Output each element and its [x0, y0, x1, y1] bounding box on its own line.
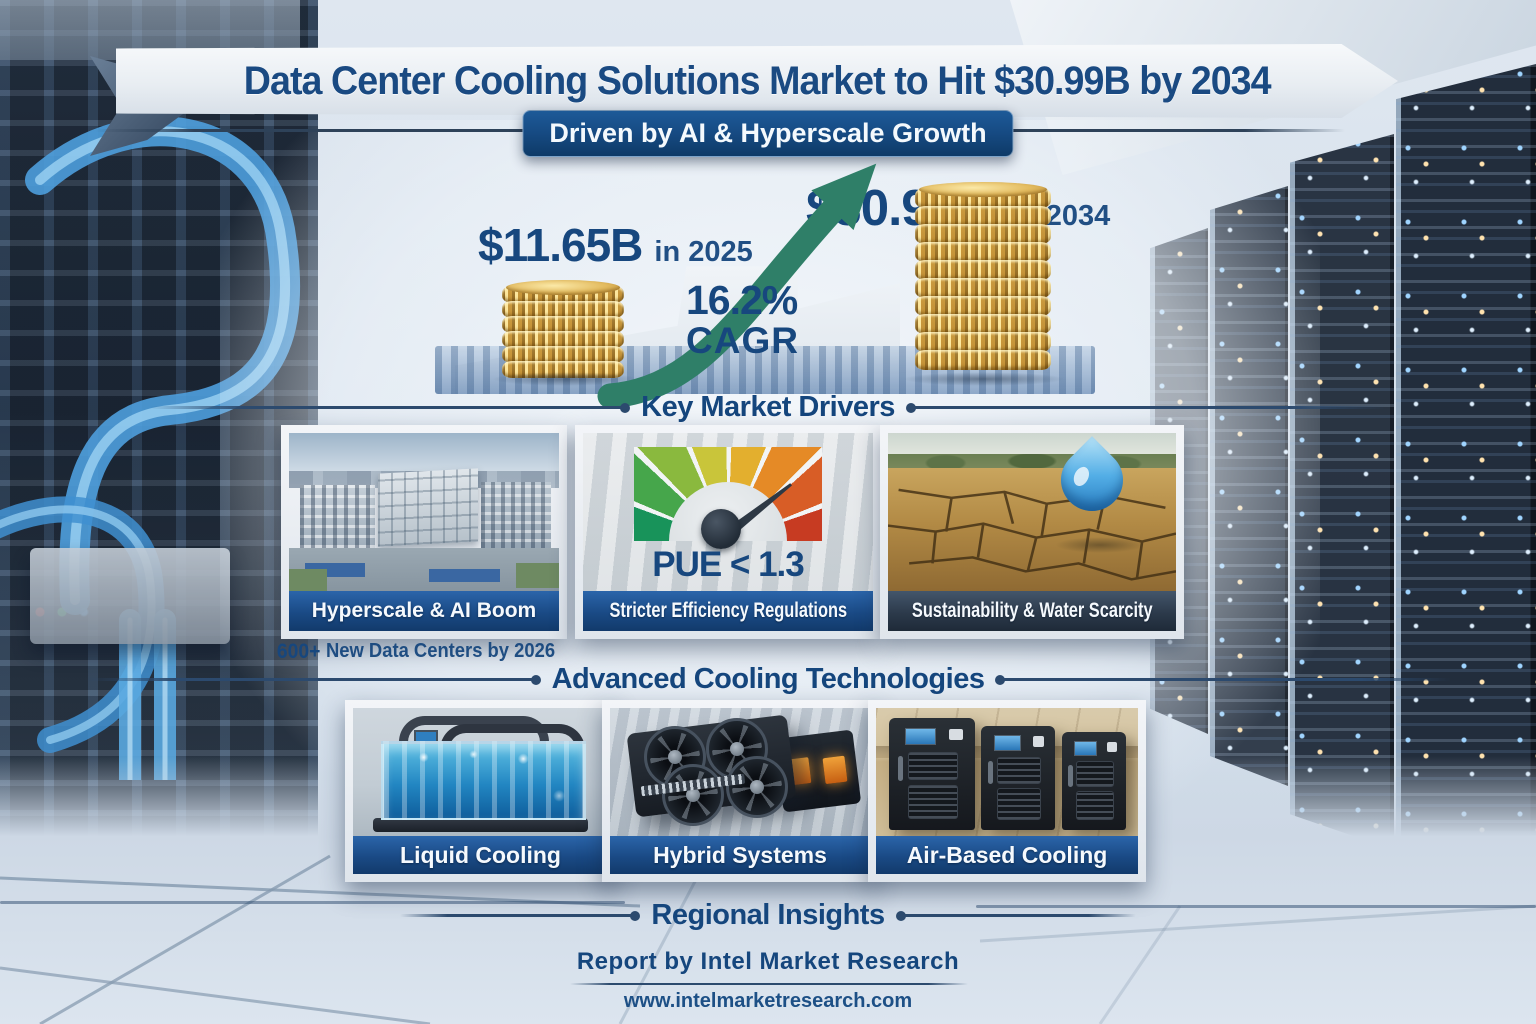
start-value: $11.65B [478, 219, 643, 271]
section-heading-drivers: Key Market Drivers [150, 391, 1387, 424]
datacenters-stat: 600+ New Data Centers by 2026 [276, 640, 556, 663]
driver-card-hyperscale: Hyperscale & AI Boom [281, 425, 567, 639]
coin-top [506, 280, 620, 295]
section-heading-technologies: Advanced Cooling Technologies [85, 663, 1452, 696]
tech-card-air: Air-Based Cooling [868, 700, 1146, 882]
growth-arrow-icon [597, 163, 877, 409]
cooling-cabinet [980, 726, 1055, 830]
tech-card-hybrid: Hybrid Systems [602, 700, 878, 882]
start-year: in 2025 [654, 236, 753, 268]
card-label-liquid: Liquid Cooling [353, 836, 608, 874]
regional-right-line [976, 905, 1536, 908]
footer-divider-line [570, 983, 968, 985]
hyperscale-campus-image [289, 433, 559, 591]
technologies-heading: Advanced Cooling Technologies [551, 663, 985, 695]
tech-card-liquid: Liquid Cooling [345, 700, 616, 882]
card-label-sustainability: Sustainability & Water Scarcity [888, 591, 1176, 631]
cooling-cabinet [1062, 732, 1127, 830]
hybrid-unit-image [610, 708, 870, 836]
fan-icon [726, 756, 788, 818]
pue-metric: PUE < 1.3 [652, 545, 805, 584]
card-label-hyperscale: Hyperscale & AI Boom [289, 591, 559, 631]
section-heading-regional: Regional Insights [0, 899, 1536, 932]
drivers-heading: Key Market Drivers [641, 391, 895, 423]
crac-units-image [876, 708, 1138, 836]
cagr-value: 16.2% [686, 277, 798, 323]
card-label-hybrid: Hybrid Systems [610, 836, 870, 874]
coin-top [919, 182, 1047, 197]
gauge-hub [701, 509, 741, 549]
cagr-label: CAGR [686, 319, 799, 361]
driver-card-regulations: PUE < 1.3 Stricter Efficiency Regulation… [575, 425, 881, 639]
title-banner: Data Center Cooling Solutions Market to … [116, 44, 1398, 118]
pue-gauge-image: PUE < 1.3 [583, 433, 873, 591]
heat-element [822, 755, 848, 785]
market-value-2025: $11.65B in 2025 [478, 218, 753, 272]
coin-stack-2034 [915, 182, 1051, 370]
coin-shadow [903, 372, 1065, 386]
fan-icon [662, 764, 724, 826]
report-credit: Report by Intel Market Research [576, 948, 960, 975]
regional-left-line [0, 901, 625, 904]
website-link[interactable]: www.intelmarketresearch.com [623, 990, 913, 1012]
regional-heading: Regional Insights [651, 899, 885, 931]
cooling-cabinet [889, 718, 976, 830]
drought-image [888, 433, 1176, 591]
card-label-air: Air-Based Cooling [876, 836, 1138, 874]
coolant-pipe [398, 716, 550, 761]
driver-card-sustainability: Sustainability & Water Scarcity [880, 425, 1184, 639]
subtitle-banner: Driven by AI & Hyperscale Growth [522, 110, 1014, 157]
page-title: Data Center Cooling Solutions Market to … [243, 58, 1272, 103]
coolant-tank [381, 741, 586, 820]
coin-stack-2025 [502, 280, 624, 378]
page-subtitle: Driven by AI & Hyperscale Growth [549, 118, 987, 148]
coin-shadow [492, 372, 638, 386]
cracked-earth-lines [888, 488, 1176, 581]
floor-tile-lines [0, 854, 1536, 1024]
card-label-regulations: Stricter Efficiency Regulations [583, 591, 873, 631]
cagr-callout: 16.2% CAGR [686, 277, 799, 361]
immersion-tank-image [353, 708, 608, 836]
